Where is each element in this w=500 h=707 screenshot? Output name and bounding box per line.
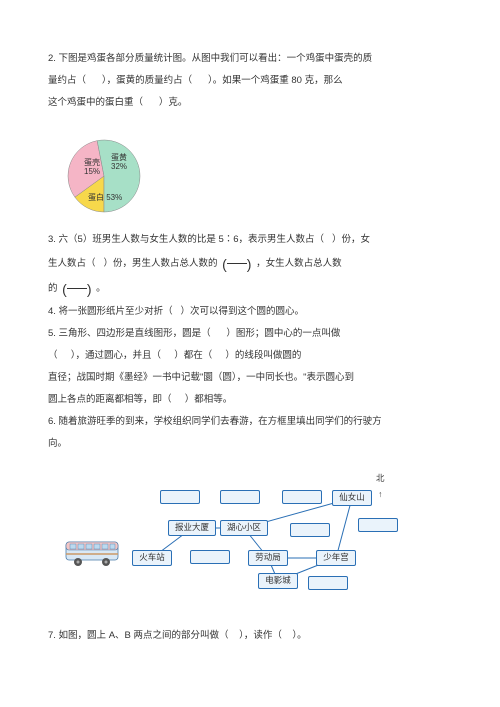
q7-c: ）。 [292, 630, 306, 641]
q6-line1: 6. 随着旅游旺季的到来，学校组织同学们去春游，在方框里填出同学们的行驶方 [48, 413, 452, 431]
svg-text:32%: 32% [111, 162, 127, 171]
q2-line2-c: ）。如果一个鸡蛋重 80 克，那么 [208, 75, 343, 86]
q5-l2a: （ [48, 350, 58, 361]
q3-line1: 3. 六（5）班男生人数与女生人数的比是 5∶6，表示男生人数占（ ）份，女 [48, 231, 452, 249]
q5-l2b: ），通过圆心，并且（ [71, 350, 161, 361]
q3-line3: 的 ( ) 。 [48, 278, 452, 299]
node-labor-bureau: 劳动局 [248, 550, 288, 566]
q4-a: 4. 将一张圆形纸片至少对折（ [48, 306, 173, 317]
q2-line2: 量约占（ ），蛋黄的质量约占（ ）。如果一个鸡蛋重 80 克，那么 [48, 72, 452, 90]
north-arrow-icon: ↑ [376, 486, 385, 502]
node-blank7 [358, 518, 398, 532]
fraction-blank-2: ( ) [62, 278, 91, 299]
north-label: 北 [376, 470, 385, 486]
node-blank5 [290, 523, 330, 537]
q5-line1: 5. 三角形、四边形是直线图形，圆是（ ）图形；圆中心的一点叫做 [48, 325, 452, 343]
q2-line3: 这个鸡蛋中的蛋白重（ ）克。 [48, 94, 452, 112]
q5-l1b: ）图形；圆中心的一点叫做 [226, 328, 340, 339]
q5-line2: （ ），通过圆心，并且（ ）都在（ ）的线段叫做圆的 [48, 347, 452, 365]
node-blank1 [160, 490, 200, 504]
q5-l4b: ）都相等。 [185, 394, 233, 405]
node-blank3 [282, 490, 322, 504]
q7-line: 7. 如图，圆上 A、B 两点之间的部分叫做（ ），读作（ ）。 [48, 627, 452, 645]
q3-line1-b: ）份，女 [332, 234, 370, 245]
q3-line2: 生人数占（ ）份，男生人数占总人数的 ( ) ，女生人数占总人数 [48, 253, 452, 274]
svg-text:15%: 15% [84, 167, 100, 176]
q7-b: ），读作（ [239, 630, 282, 641]
q5-l4a: 圆上各点的距离都相等，即（ [48, 394, 172, 405]
q4-line: 4. 将一张圆形纸片至少对折（ ）次可以得到这个圆的圆心。 [48, 303, 452, 321]
travel-diagram: 火车站 报业大厦湖心小区劳动局电影城 少年宫 仙女山 北 ↑ [60, 468, 390, 613]
q3-line2-c: ，女生人数占总人数 [256, 258, 342, 269]
q5-l2d: ）的线段叫做圆的 [225, 350, 301, 361]
node-cinema: 电影城 [258, 573, 298, 589]
node-youth-palace: 少年宫 [316, 550, 356, 566]
node-hk-community: 湖心小区 [220, 520, 268, 536]
egg-pie-chart: 蛋壳 15% 蛋黄 32% 蛋白 53% [56, 124, 166, 219]
node-blank4 [190, 550, 230, 564]
node-blank2 [220, 490, 260, 504]
q2-line2-a: 量约占（ [48, 75, 86, 86]
q5-line3: 直径；战国时期《墨经》一书中记载"圜（圆），一中同长也。"表示圆心到 [48, 369, 452, 387]
q5-line4: 圆上各点的距离都相等，即（ ）都相等。 [48, 391, 452, 409]
q5-l1a: 5. 三角形、四边形是直线图形，圆是（ [48, 328, 211, 339]
node-xiannv-mtn: 仙女山 [332, 490, 372, 506]
node-blank6 [308, 576, 348, 590]
q3-line1-a: 3. 六（5）班男生人数与女生人数的比是 5∶6，表示男生人数占（ [48, 234, 324, 245]
bus-icon [64, 538, 124, 570]
q2-line3-b: ）克。 [159, 97, 188, 108]
pie-label-yolk: 蛋黄 [111, 152, 127, 162]
q2-line3-a: 这个鸡蛋中的蛋白重（ [48, 97, 143, 108]
north-indicator: 北 ↑ [376, 470, 385, 502]
node-bus-station: 火车站 [132, 550, 172, 566]
node-press-building: 报业大厦 [168, 520, 216, 536]
q3-line3-a: 的 [48, 283, 58, 294]
q3-line2-b: ）份，男生人数占总人数的 [103, 258, 217, 269]
fraction-blank-1: ( ) [222, 253, 251, 274]
q3-line2-a: 生人数占（ [48, 258, 96, 269]
q7-a: 7. 如图，圆上 A、B 两点之间的部分叫做（ [48, 630, 229, 641]
q6-line2: 向。 [48, 435, 452, 453]
q3-line3-b: 。 [96, 283, 106, 294]
q2-line1: 2. 下图是鸡蛋各部分质量统计图。从图中我们可以看出：一个鸡蛋中蛋壳的质 [48, 50, 452, 68]
pie-label-shell: 蛋壳 [84, 157, 100, 167]
q4-b: ）次可以得到这个圆的圆心。 [181, 306, 305, 317]
q5-l2c: ）都在（ [174, 350, 212, 361]
pie-label-white: 蛋白 53% [88, 192, 122, 202]
q2-line2-b: ），蛋黄的质量约占（ [102, 75, 192, 86]
